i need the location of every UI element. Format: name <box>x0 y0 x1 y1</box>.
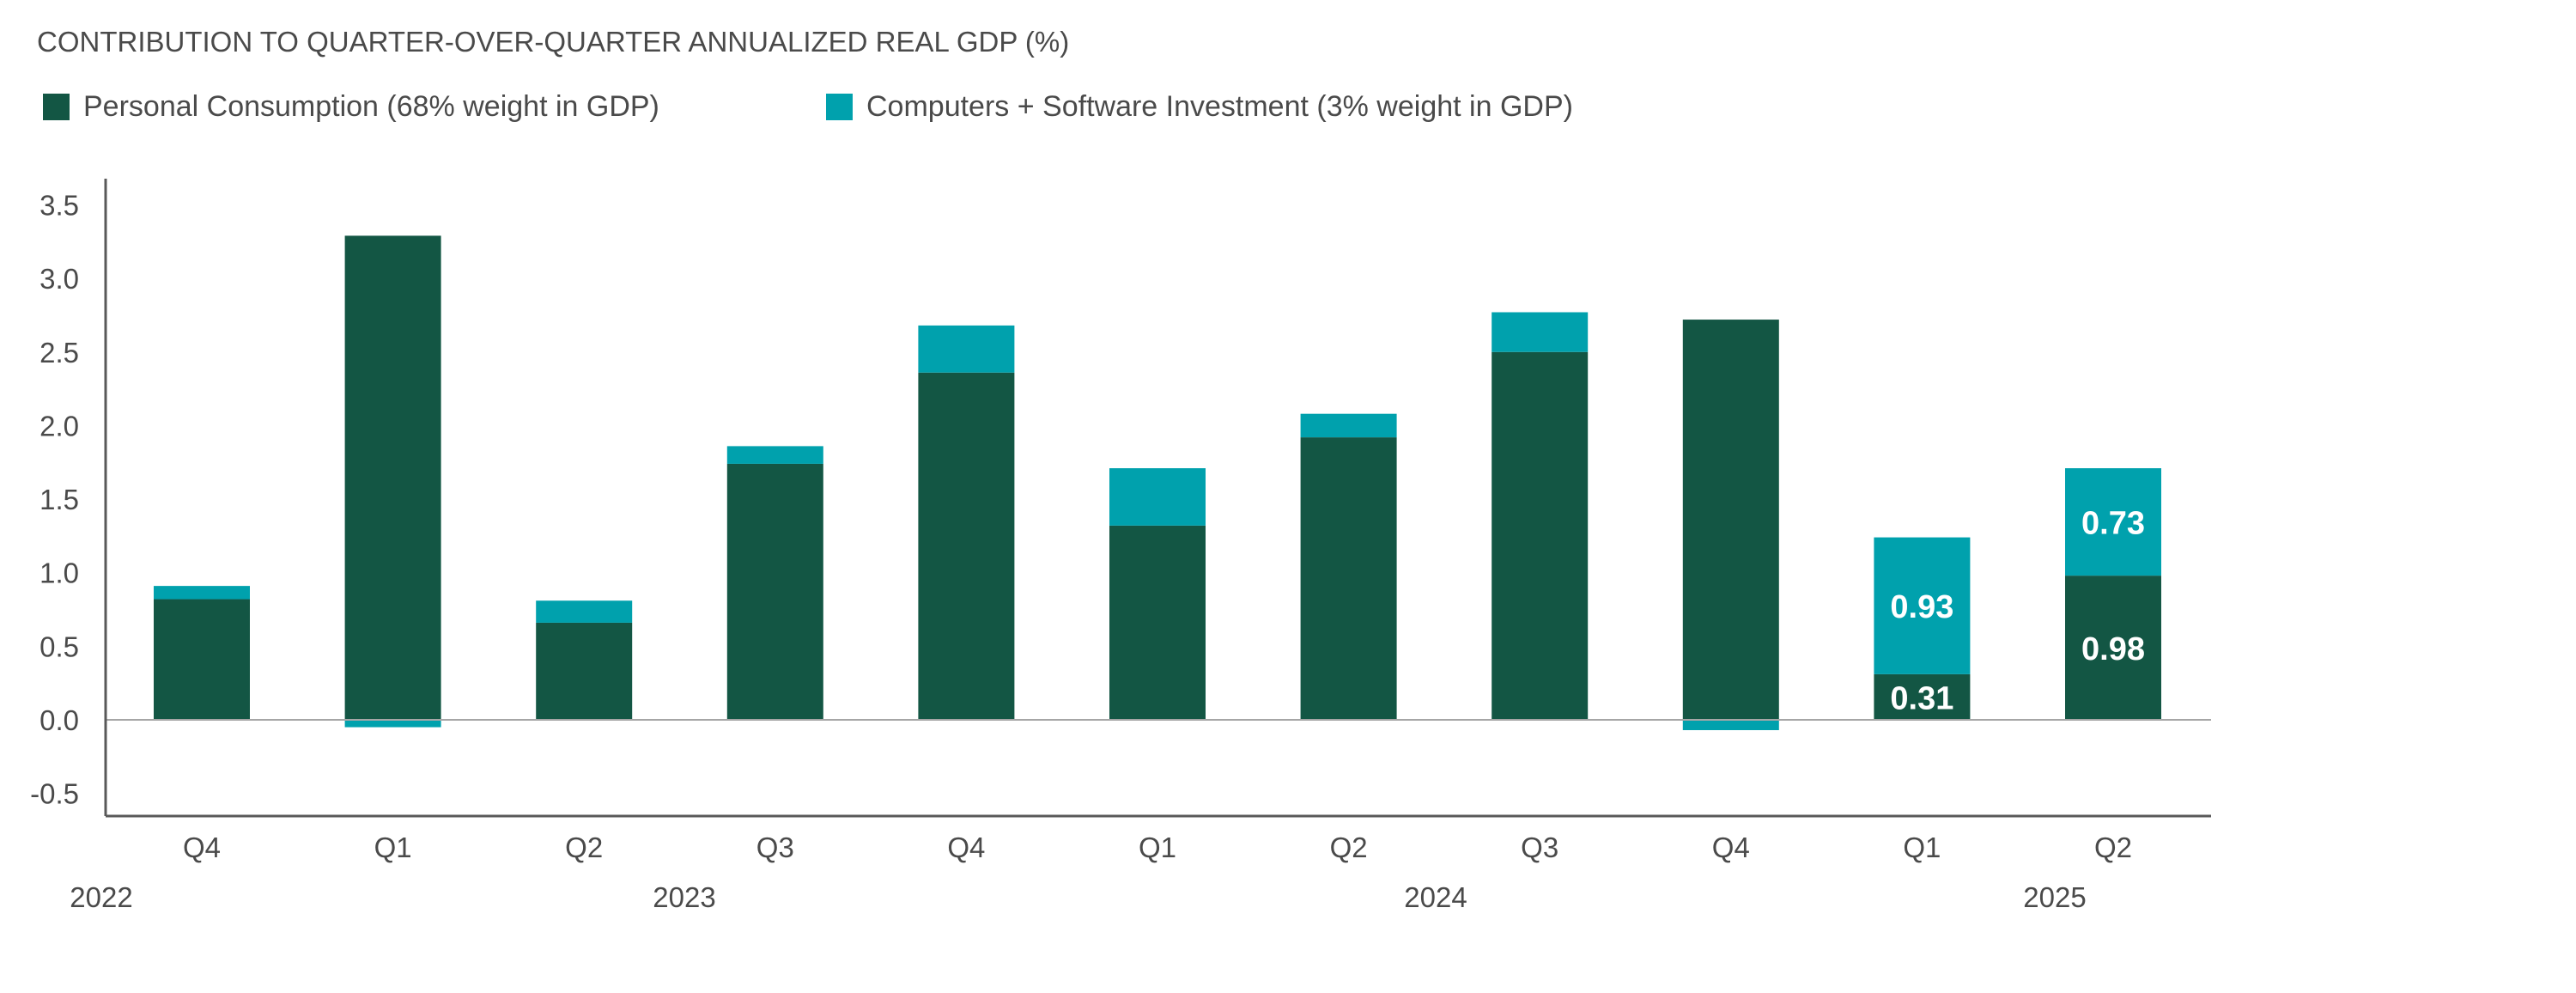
x-tick-label: Q1 <box>374 832 412 863</box>
bar-computers-software <box>726 446 823 464</box>
x-tick-label: Q4 <box>183 832 221 863</box>
bar-personal-consumption <box>536 622 633 720</box>
x-tick-label: Q1 <box>1139 832 1176 863</box>
bar-computers-software <box>2065 468 2161 576</box>
x-tick-label: Q3 <box>756 832 794 863</box>
y-tick-label: 2.0 <box>39 410 79 442</box>
bar-personal-consumption <box>344 235 441 721</box>
data-label-personal-consumption: 0.98 <box>2081 631 2145 667</box>
bar-personal-consumption <box>1109 525 1206 720</box>
bar-computers-software <box>1492 312 1589 352</box>
bar-personal-consumption <box>2065 576 2161 720</box>
legend-label-personal-consumption: Personal Consumption (68% weight in GDP) <box>83 89 659 123</box>
bar-personal-consumption <box>1492 351 1589 720</box>
x-tick-label: Q2 <box>565 832 603 863</box>
x-tick-label: Q2 <box>2094 832 2132 863</box>
legend-item-personal-consumption: Personal Consumption (68% weight in GDP) <box>43 89 659 124</box>
year-label: 2025 <box>2023 881 2086 913</box>
data-label-personal-consumption: 0.31 <box>1890 680 1953 716</box>
bar-computers-software <box>344 720 441 728</box>
bar-personal-consumption <box>1874 673 1971 720</box>
y-tick-label: 2.5 <box>39 337 79 369</box>
x-tick-label: Q2 <box>1330 832 1368 863</box>
bar-computers-software <box>536 600 633 623</box>
x-tick-label: Q4 <box>947 832 985 863</box>
legend-label-computers-software: Computers + Software Investment (3% weig… <box>866 89 1573 123</box>
bar-computers-software <box>1874 537 1971 674</box>
bar-personal-consumption <box>154 599 250 720</box>
y-tick-label: 3.5 <box>39 189 79 221</box>
legend-swatch-computers-software <box>826 93 853 120</box>
bar-computers-software <box>1682 720 1779 730</box>
bar-computers-software <box>918 325 1015 373</box>
bar-computers-software <box>1109 468 1206 526</box>
x-tick-label: Q1 <box>1903 832 1941 863</box>
bar-personal-consumption <box>1682 320 1779 720</box>
year-label: 2022 <box>70 881 132 913</box>
y-tick-label: 0.0 <box>39 704 79 736</box>
year-label: 2023 <box>653 881 715 913</box>
y-tick-label: 1.5 <box>39 484 79 515</box>
bar-personal-consumption <box>726 463 823 720</box>
bar-computers-software <box>1300 413 1397 438</box>
data-label-computers-software: 0.73 <box>2081 506 2145 542</box>
legend-item-computers-software: Computers + Software Investment (3% weig… <box>826 89 1573 124</box>
x-tick-label: Q3 <box>1521 832 1558 863</box>
y-tick-label: 1.0 <box>39 557 79 589</box>
chart-title: CONTRIBUTION TO QUARTER-OVER-QUARTER ANN… <box>37 26 1070 58</box>
bar-personal-consumption <box>1300 437 1397 720</box>
x-tick-label: Q4 <box>1712 832 1750 863</box>
data-label-computers-software: 0.93 <box>1890 589 1953 625</box>
y-tick-label: 3.0 <box>39 263 79 295</box>
y-tick-label: -0.5 <box>30 778 79 810</box>
year-label: 2024 <box>1404 881 1467 913</box>
bar-personal-consumption <box>918 372 1015 720</box>
y-tick-label: 0.5 <box>39 631 79 662</box>
legend-swatch-personal-consumption <box>43 93 70 120</box>
bar-computers-software <box>154 586 250 600</box>
